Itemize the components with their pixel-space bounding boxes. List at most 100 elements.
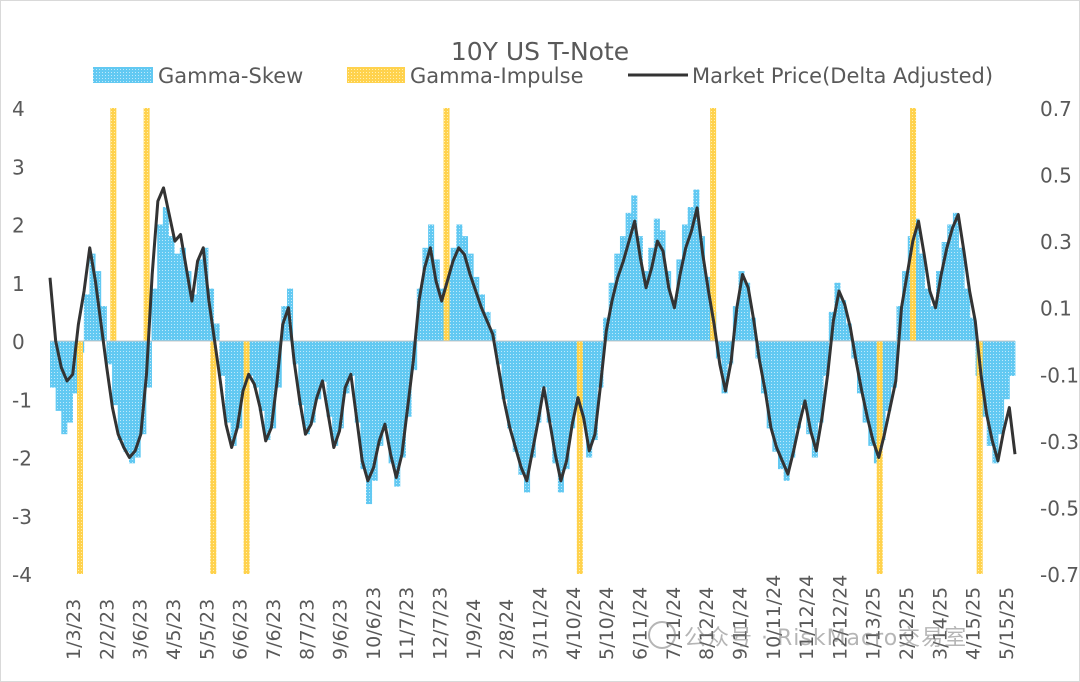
gamma-skew-bar (72, 341, 79, 394)
gamma-skew-bar (586, 341, 593, 458)
gamma-skew-bar (552, 341, 559, 464)
gamma-skew-bar (631, 195, 638, 342)
gamma-skew-bar (619, 236, 627, 341)
gamma-skew-bar (151, 288, 158, 341)
gamma-skew-bar (298, 341, 305, 406)
y-left-tick-label: 4 (12, 97, 25, 121)
gamma-skew-bar (360, 341, 367, 470)
y-axis-left: 4 3 2 1 0 -1 -2 -3 -4 (12, 97, 32, 587)
gamma-skew-bar (315, 341, 322, 400)
gamma-skew-bar (535, 341, 542, 423)
gamma-skew-bar (377, 341, 384, 446)
legend-item-market-price: Market Price(Delta Adjusted) (628, 64, 993, 88)
gamma-skew-bar (236, 341, 243, 429)
gamma-skew-bar (580, 341, 587, 423)
gamma-skew-bar (123, 341, 130, 452)
gamma-skew-bar (546, 341, 553, 423)
gamma-impulse-bar (976, 341, 983, 574)
gamma-skew-bar (399, 341, 406, 458)
gamma-skew-bar (698, 236, 706, 341)
gamma-skew-bar (388, 341, 395, 464)
gamma-skew-bar (264, 341, 271, 441)
gamma-skew-bar (625, 212, 632, 341)
y-left-tick-label: -2 (12, 447, 32, 471)
x-axis: 1/3/23 2/2/23 3/6/23 4/5/23 5/5/23 6/6/23 7/6/… (63, 575, 1018, 660)
y-right-tick-label: -0.5 (1040, 496, 1079, 520)
gamma-skew-bar (557, 341, 564, 493)
gamma-skew-bar (422, 247, 429, 341)
x-tick-label: 12/12/24 (829, 575, 851, 660)
gamma-skew-bar (992, 341, 999, 464)
gamma-skew-bar (366, 341, 373, 505)
gamma-skew-bar (761, 341, 768, 394)
x-tick-label: 9/11/24 (729, 587, 751, 660)
gamma-skew-bar (868, 341, 875, 446)
legend-label-gamma-skew: Gamma-Skew (158, 64, 303, 88)
gamma-skew-bar (484, 311, 491, 342)
x-tick-label: 5/5/23 (196, 599, 218, 660)
y-right-tick-label: 0.5 (1040, 164, 1072, 188)
market-price-series (48, 186, 1017, 483)
gamma-skew-bar (100, 306, 107, 341)
x-tick-label: 1/3/23 (63, 599, 85, 660)
gamma-skew-bar (196, 259, 203, 341)
x-tick-label: 5/15/25 (996, 587, 1018, 660)
gamma-skew-bar (862, 341, 869, 423)
gamma-skew-bar (1009, 341, 1016, 376)
gamma-skew-bar (704, 276, 711, 341)
y-left-tick-label: 0 (12, 330, 25, 354)
gamma-skew-bar (174, 253, 181, 342)
gamma-impulse-bar (77, 341, 83, 574)
y-left-tick-label: 1 (12, 272, 25, 296)
y-left-tick-label: 3 (12, 155, 25, 179)
gamma-skew-bar (524, 341, 531, 493)
gamma-skew-bar (608, 282, 615, 341)
gamma-skew-bar (320, 341, 327, 382)
gamma-skew-bar (727, 341, 734, 365)
gamma-impulse-bar (910, 108, 917, 341)
x-tick-label: 7/6/23 (263, 599, 285, 660)
gamma-skew-bar (224, 341, 231, 423)
gamma-skew-bar (721, 341, 728, 394)
gamma-skew-bar (89, 253, 96, 342)
gamma-skew-bar (394, 341, 401, 487)
gamma-skew-bar (106, 341, 113, 365)
gamma-skew-bar (563, 341, 570, 470)
x-tick-label: 2/2/23 (96, 599, 118, 660)
gamma-skew-bar (162, 207, 169, 341)
gamma-skew-bar (495, 341, 502, 365)
gamma-impulse-bar (243, 341, 250, 574)
gamma-skew-bar (676, 259, 683, 341)
gamma-skew-bar (354, 341, 361, 423)
x-tick-label: 4/15/25 (963, 587, 985, 660)
gamma-skew-bar (202, 247, 209, 341)
gamma-skew-bar (806, 341, 813, 435)
gamma-skew-bar (591, 341, 598, 441)
x-tick-label: 11/7/23 (396, 587, 418, 660)
gamma-skew-bar (665, 271, 672, 341)
x-tick-label: 11/12/24 (796, 575, 818, 660)
x-tick-label: 12/7/23 (430, 587, 452, 660)
wechat-icon (648, 621, 676, 649)
watermark-text: 公众号 · RiskMacro交易室 (684, 626, 968, 651)
gamma-skew-bar (749, 317, 756, 341)
market-price-line (48, 186, 1017, 483)
gamma-skew-bar (738, 271, 745, 341)
gamma-skew-bar (941, 241, 948, 341)
legend-item-gamma-skew: Gamma-Skew (93, 64, 303, 88)
gamma-skew-bar (986, 341, 993, 446)
gamma-skew-bar (129, 341, 136, 464)
gamma-impulse-bar (576, 341, 583, 574)
gamma-skew-bar (902, 271, 909, 341)
gamma-skew-bar (332, 341, 339, 446)
x-tick-label: 2/8/24 (496, 599, 518, 660)
gamma-skew-bar (112, 341, 119, 406)
gamma-skew-bar (140, 341, 147, 435)
x-tick-label: 3/11/24 (530, 587, 552, 660)
gamma-skew-bar (258, 341, 265, 411)
gamma-skew-bar (478, 294, 485, 341)
gamma-skew-bar (693, 189, 700, 341)
gamma-skew-bar (834, 282, 841, 341)
gamma-skew-bar (636, 236, 643, 341)
gamma-skew-bar (83, 294, 90, 341)
